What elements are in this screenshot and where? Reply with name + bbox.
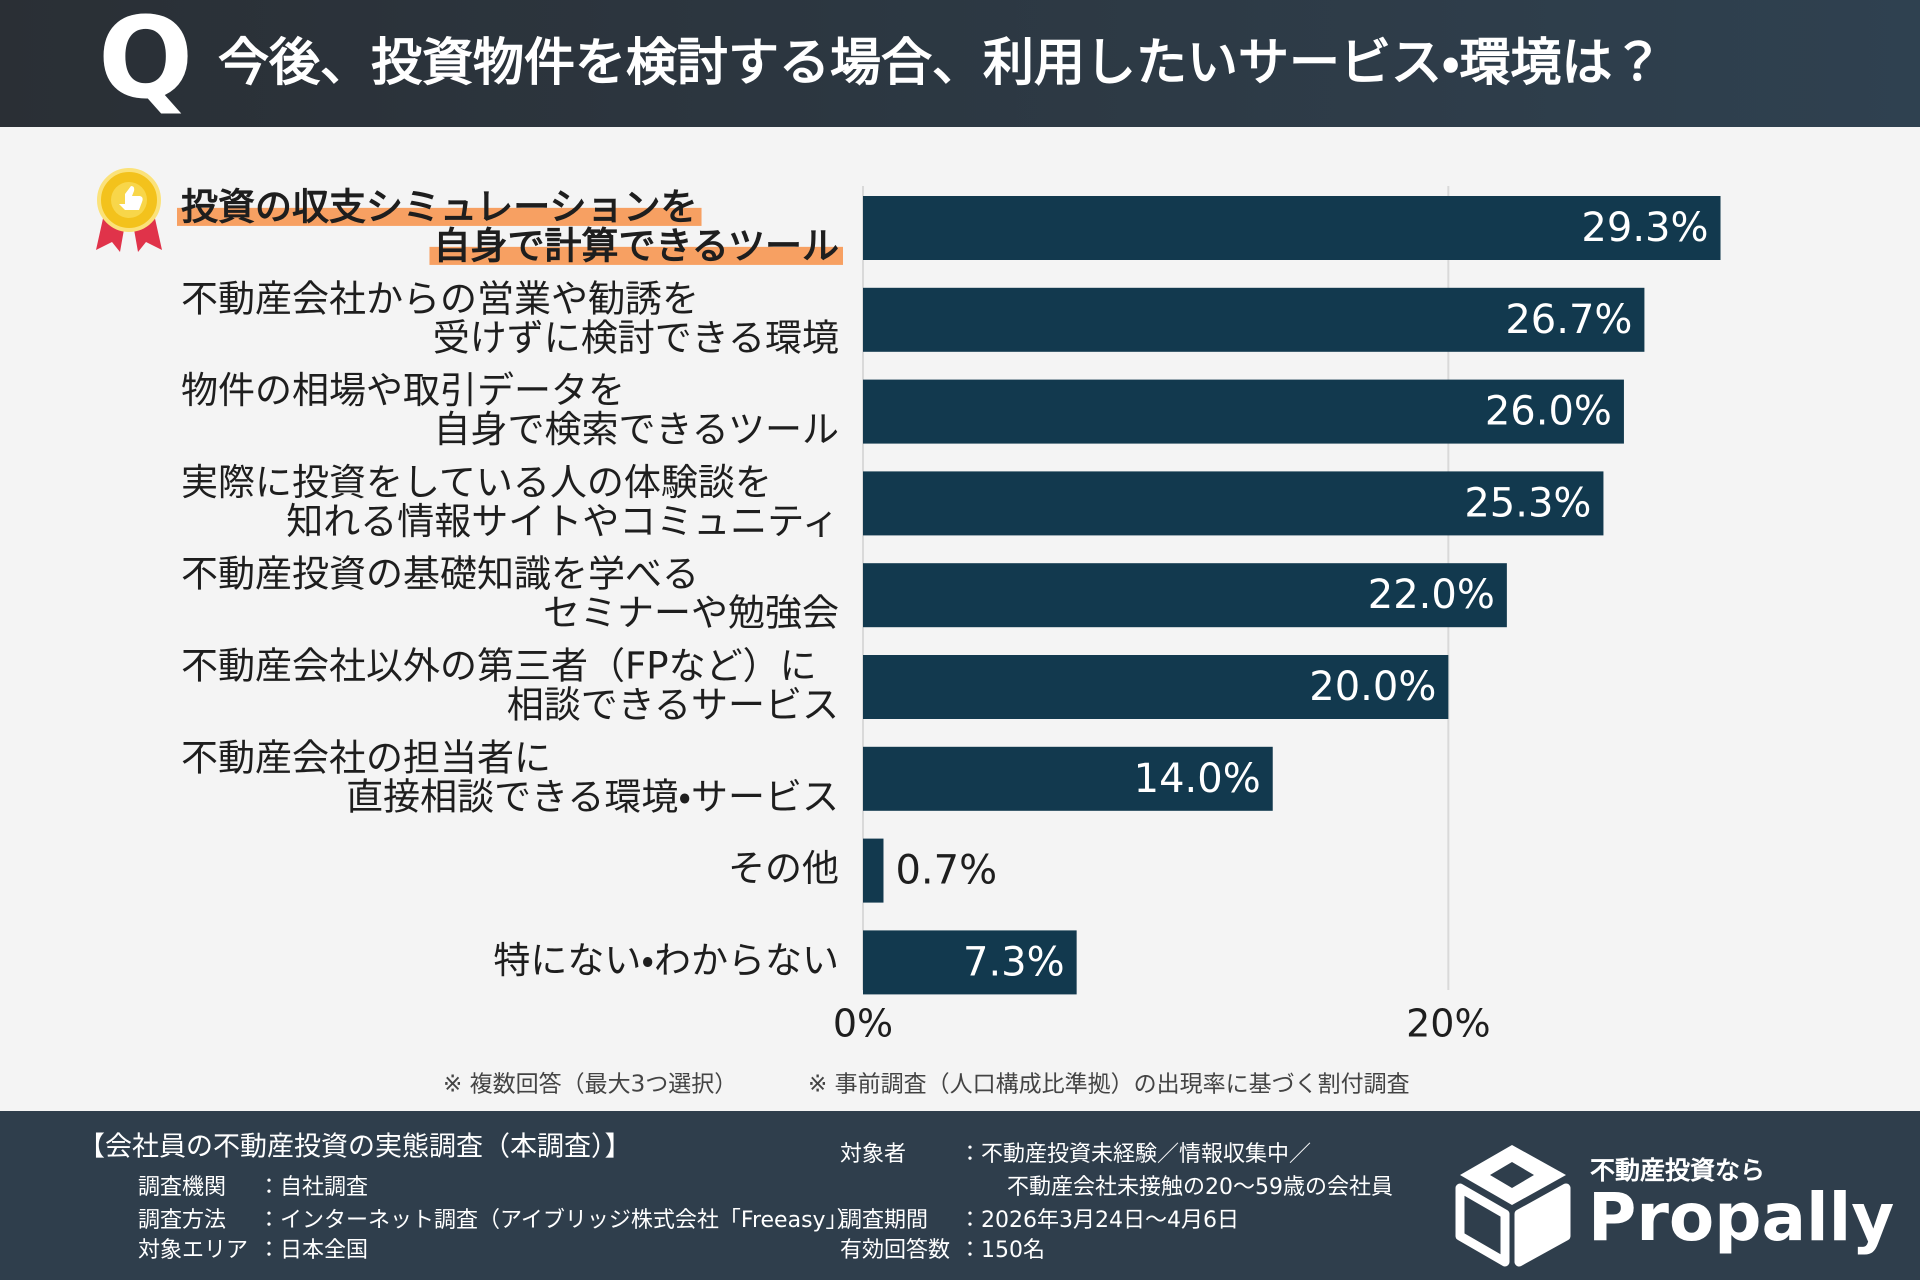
bar [863, 379, 1624, 444]
survey-label: 調査方法 [138, 1208, 226, 1233]
category-line: 物件の相場や取引データを [181, 369, 625, 412]
category-line: 不動産会社の担当者に [181, 736, 551, 779]
value-label: 25.3% [1464, 480, 1591, 526]
survey-label: 有効回答数 [840, 1238, 950, 1263]
logo-icon [1455, 1145, 1571, 1267]
medal-icon [96, 168, 162, 252]
survey-value: ：150名 [959, 1238, 1045, 1263]
category-line: 不動産会社からの営業や勧誘を [181, 277, 699, 320]
category-line: 直接相談できる環境・サービス [346, 775, 839, 818]
category-line: 受けずに検討できる環境 [433, 316, 839, 359]
category-label: 特にない・わからない [493, 939, 839, 982]
bar [863, 471, 1604, 536]
value-label: 14.0% [1134, 756, 1261, 802]
value-label: 29.3% [1581, 205, 1708, 251]
bar [863, 563, 1507, 628]
highlight [429, 246, 843, 265]
survey-value: ：2026年3月24日〜4月6日 [959, 1208, 1239, 1233]
survey-label: 調査機関 [138, 1175, 226, 1200]
category-line: 投資の収支シミュレーションを [181, 186, 698, 229]
category-line: 特にない・わからない [493, 939, 839, 982]
bar [863, 746, 1273, 811]
survey-label: 対象者 [840, 1142, 906, 1167]
note: ※ 事前調査（人口構成比準拠）の出現率に基づく割付調査 [808, 1072, 1410, 1098]
value-label: 20.0% [1309, 664, 1436, 710]
category-label: その他 [728, 847, 839, 890]
category-line: 自身で検索できるツール [433, 408, 839, 451]
value-label: 26.7% [1505, 297, 1632, 343]
category-line: セミナーや勉強会 [543, 592, 839, 635]
category-line: 相談できるサービス [507, 684, 839, 727]
footer-bar [0, 1111, 1920, 1280]
survey-value: 不動産会社未接触の20〜59歳の会社員 [1007, 1175, 1393, 1200]
category-line: 実際に投資をしている人の体験談を [181, 461, 772, 504]
value-label: 26.0% [1485, 389, 1612, 435]
value-label: 22.0% [1368, 572, 1495, 618]
highlight [177, 207, 702, 226]
title-mark: Q [98, 0, 193, 124]
bar [863, 287, 1645, 352]
category-line: 自身で計算できるツール [433, 225, 839, 268]
value-label: 7.3% [963, 939, 1065, 985]
survey-value: ：インターネット調査（アイブリッジ株式会社「Freeasy」） [258, 1208, 859, 1233]
value-label: 0.7% [895, 848, 997, 894]
chart-title: 今後、投資物件を検討する場合、利用したいサービス・環境は？ [218, 34, 1663, 93]
logo-tagline: 不動産投資なら [1590, 1156, 1765, 1185]
survey-label: 対象エリア [138, 1238, 248, 1263]
survey-value: ：自社調査 [258, 1175, 368, 1200]
survey-heading: 【会社員の不動産投資の実態調査（本調査）】 [78, 1132, 632, 1163]
x-tick-label: 20% [1406, 1002, 1490, 1046]
category-line: 不動産会社以外の第三者（FPなど）に [181, 645, 817, 688]
bar [863, 930, 1077, 995]
thumb [119, 186, 143, 210]
category-line: 知れる情報サイトやコミュニティ [286, 500, 839, 543]
survey-label: 調査期間 [840, 1208, 928, 1233]
header-bar [0, 0, 1920, 127]
x-tick-label: 0% [833, 1002, 893, 1046]
survey-value: ：不動産投資未経験／情報収集中／ [959, 1142, 1311, 1167]
category-line: その他 [728, 847, 839, 890]
bar [863, 196, 1721, 260]
note: ※ 複数回答（最大3つ選択） [443, 1072, 737, 1098]
logo-name: Propally [1588, 1179, 1894, 1256]
survey-value: ：日本全国 [258, 1238, 368, 1263]
category-line: 不動産投資の基礎知識を学べる [181, 553, 699, 596]
bar [863, 655, 1449, 719]
bar [863, 838, 884, 903]
